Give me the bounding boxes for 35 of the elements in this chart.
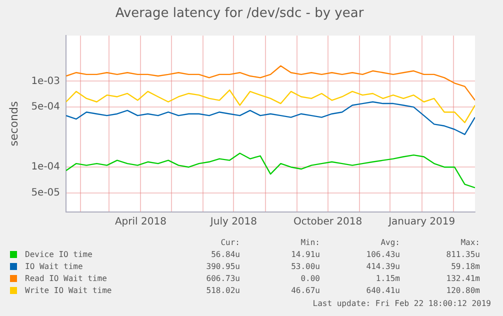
x-tick-label: April 2018: [114, 216, 166, 228]
x-tick-label: January 2019: [388, 216, 456, 228]
text: 59.18m: [450, 260, 481, 272]
text: 56.84u: [210, 248, 241, 260]
text: 53.00u: [290, 260, 321, 272]
chart-title: Average latency for /dev/sdc - by year: [115, 6, 364, 22]
legend-label: Read IO Wait time: [24, 272, 108, 284]
text: 106.43u: [365, 248, 401, 260]
y-tick-label: 5e-04: [31, 102, 60, 113]
text: Last update: Fri Feb 22 18:00:12 2019: [312, 299, 491, 308]
text: 14.91u: [290, 248, 321, 260]
y-tick-label: 5e-05: [31, 188, 60, 199]
text: 811.35u: [445, 248, 481, 260]
text: 518.02u: [205, 284, 241, 296]
y-tick-label: 1e-04: [31, 162, 60, 173]
legend-label: Device IO time: [24, 248, 94, 260]
text: 132.41m: [445, 272, 481, 284]
text: 606.73u: [205, 272, 241, 284]
y-tick-label: 1e-03: [31, 76, 60, 87]
legend-label: Write IO Wait time: [24, 284, 113, 296]
text: Max:: [460, 236, 481, 248]
text: Cur:: [220, 236, 241, 248]
text: 46.67u: [290, 284, 321, 296]
text: 414.39u: [365, 260, 401, 272]
text: Avg:: [380, 236, 401, 248]
x-tick-label: July 2018: [209, 216, 258, 228]
legend-label: IO Wait time: [24, 260, 84, 272]
text: Min:: [300, 236, 321, 248]
text: 640.41u: [365, 284, 401, 296]
text: 1.15m: [374, 272, 401, 284]
text: 120.80m: [445, 284, 481, 296]
text: 390.95u: [205, 260, 241, 272]
y-axis-title: seconds: [7, 101, 20, 146]
text: 0.00: [300, 272, 321, 284]
x-tick-label: October 2018: [293, 216, 362, 228]
